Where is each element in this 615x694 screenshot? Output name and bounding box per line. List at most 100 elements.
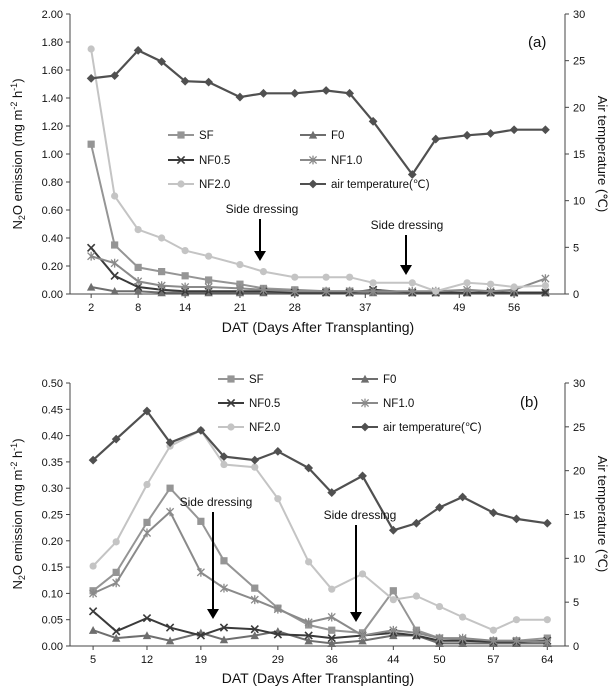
x-tick-label: 5 — [90, 654, 96, 666]
data-point — [389, 631, 398, 640]
data-point — [205, 252, 213, 260]
y-left-tick-label: 0.30 — [42, 483, 63, 495]
panel-a-x-axis-label: DAT (Days After Transplanting) — [222, 319, 414, 335]
data-point — [110, 287, 119, 295]
data-point — [321, 86, 331, 95]
legend-entry: F0 — [352, 374, 396, 386]
data-point — [251, 463, 259, 471]
legend-marker — [227, 375, 235, 383]
x-tick-label: 56 — [508, 302, 520, 314]
data-point — [181, 247, 189, 255]
data-point — [112, 538, 120, 546]
y-right-tick-label: 20 — [573, 466, 585, 478]
y-left-tick-label: 0.20 — [42, 536, 63, 548]
x-tick-label: 49 — [453, 302, 465, 314]
x-tick-label: 29 — [272, 654, 284, 666]
data-point — [304, 636, 313, 645]
data-point — [458, 492, 468, 502]
series-line-nf2-0 — [92, 429, 548, 632]
data-point — [463, 285, 472, 295]
y-left-tick-label: 0.15 — [42, 562, 63, 574]
series-air-temperature — [86, 46, 550, 179]
y-left-tick-label: 0.45 — [42, 404, 63, 416]
legend-marker — [177, 131, 185, 139]
y-right-tick-label: 0 — [573, 641, 579, 653]
data-point — [87, 140, 95, 148]
y-right-tick-label: 25 — [573, 56, 585, 68]
data-point — [304, 617, 313, 627]
data-point — [87, 251, 96, 261]
panel-b-annotation-1: Side dressing — [180, 495, 252, 619]
legend-label: NF1.0 — [383, 398, 414, 410]
data-point — [165, 438, 175, 448]
data-point — [86, 74, 96, 83]
data-point — [541, 282, 550, 290]
data-point — [219, 623, 229, 632]
data-point — [142, 631, 152, 640]
panel-b-legend: SF F0 NF0.5 NF1.0 NF2.0 air temperature(℃) — [218, 374, 482, 434]
data-point — [181, 282, 190, 292]
data-point — [111, 192, 119, 200]
x-tick-label: 64 — [541, 654, 553, 666]
x-tick-label: 21 — [234, 302, 246, 314]
legend-label: SF — [249, 374, 264, 386]
panel-a: 0.00 0.20 0.40 0.60 0.80 1.00 1.20 1.40 1.60 1.80… — [9, 9, 610, 335]
legend-label: NF0.5 — [249, 398, 280, 410]
data-point — [111, 241, 119, 249]
legend-entry: air temperature(℃) — [352, 422, 482, 434]
data-point — [219, 583, 229, 593]
series-nf1-0 — [89, 507, 552, 647]
data-point — [435, 503, 444, 512]
panel-b: 0.00 0.05 0.10 0.15 0.20 0.25 0.30 0.35 0.40 0.45… — [9, 374, 610, 686]
data-point — [328, 585, 336, 593]
series-line-nf2-0 — [90, 48, 546, 293]
panel-b-y-right-label: Air temperature (℃) — [595, 456, 610, 572]
data-point — [110, 71, 120, 80]
data-point — [458, 639, 467, 647]
data-point — [412, 592, 421, 600]
data-point — [327, 633, 336, 643]
y-right-tick-label: 15 — [573, 149, 585, 161]
legend-entry: SF — [168, 130, 214, 142]
y-left-tick-label: 1.40 — [42, 93, 63, 105]
data-point — [166, 484, 174, 492]
data-point — [512, 514, 521, 524]
data-point — [110, 258, 119, 268]
data-point — [158, 268, 166, 276]
data-point — [346, 273, 354, 281]
data-point — [111, 633, 121, 642]
data-point — [134, 277, 143, 286]
series-line-sf — [92, 486, 548, 642]
y-left-tick-label: 1.60 — [42, 65, 63, 77]
data-point — [435, 633, 444, 643]
data-point — [431, 134, 441, 144]
x-tick-label: 37 — [359, 302, 371, 314]
legend-entry: air temperature(℃) — [300, 179, 430, 191]
panel-a-legend: SF F0 NF0.5 NF1.0 NF2.0 air temperature(℃) — [168, 130, 430, 191]
data-point — [88, 607, 98, 616]
data-point — [510, 283, 518, 291]
data-point — [196, 425, 206, 435]
data-point — [196, 567, 205, 577]
legend-label: NF2.0 — [199, 179, 230, 191]
data-point — [389, 587, 397, 595]
x-tick-label: 19 — [195, 654, 207, 666]
data-point — [541, 288, 550, 297]
series-nf1-0 — [87, 251, 550, 296]
data-point — [196, 631, 206, 640]
data-point — [543, 637, 552, 647]
data-point — [235, 92, 245, 102]
legend-label: NF0.5 — [199, 155, 230, 167]
data-point — [165, 636, 175, 645]
y-left-tick-label: 0.35 — [42, 457, 63, 469]
legend-marker — [226, 398, 236, 408]
y-left-tick-label: 0.00 — [42, 641, 63, 653]
data-point — [220, 460, 228, 469]
data-point — [389, 625, 398, 635]
data-point — [112, 578, 121, 588]
series-air-temperature — [88, 406, 552, 535]
panel-a-label: (a) — [528, 34, 546, 51]
series-line-f0 — [92, 629, 548, 645]
data-point — [111, 434, 121, 444]
